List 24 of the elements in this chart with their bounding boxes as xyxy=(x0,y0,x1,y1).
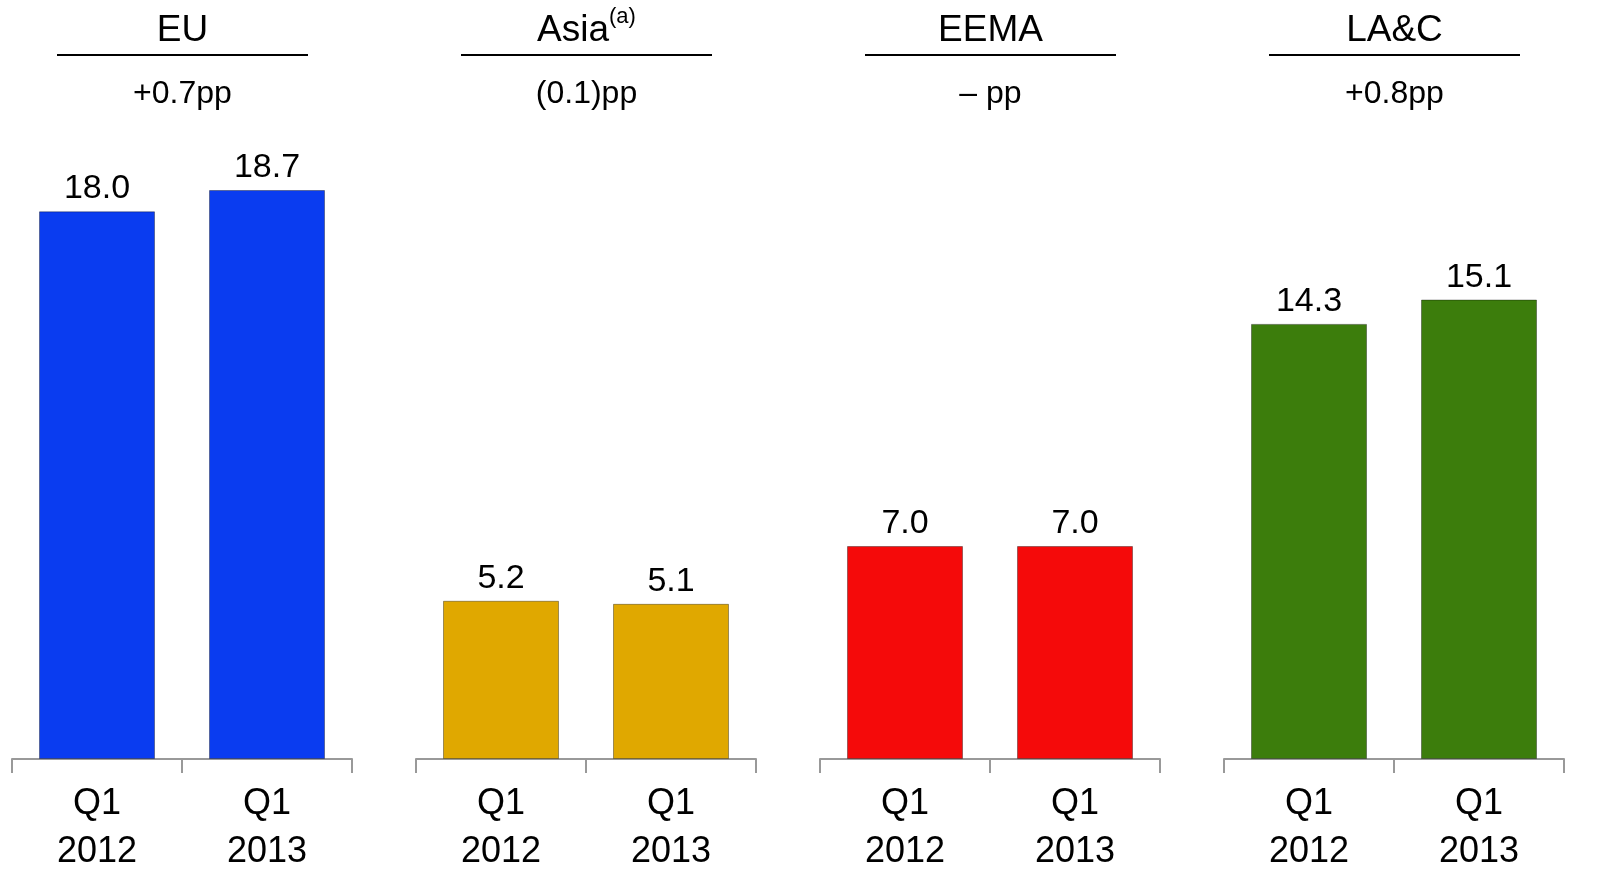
chart-title: Asia$^{(a)}$ xyxy=(461,3,712,56)
x-tick-label: Q1 2013 xyxy=(1034,780,1116,870)
x-tick-label: Q1 2013 xyxy=(226,780,308,870)
data-label: 5.2 xyxy=(477,556,525,595)
data-label: 7.0 xyxy=(881,502,929,541)
data-label: 5.1 xyxy=(647,559,695,598)
chart-subtitle: +0.7pp xyxy=(132,74,233,111)
x-tick-label: Q1 2012 xyxy=(460,780,542,870)
data-label: 18.7 xyxy=(233,146,301,184)
chart-subtitle: – pp xyxy=(958,74,1023,111)
chart-title: LA&C xyxy=(1269,6,1520,56)
chart-title: EU xyxy=(57,6,308,56)
x-tick-label: Q1 2012 xyxy=(1268,780,1350,870)
x-tick-label: Q1 2013 xyxy=(1438,780,1520,870)
data-label: 15.1 xyxy=(1445,255,1513,294)
data-label: 7.0 xyxy=(1051,502,1099,541)
data-label: 18.0 xyxy=(63,167,131,206)
chart-subtitle: +0.8pp xyxy=(1344,74,1445,111)
x-tick-label: Q1 2012 xyxy=(56,780,138,870)
data-label: 14.3 xyxy=(1275,279,1343,318)
chart-title: EEMA xyxy=(865,6,1116,56)
x-tick-label: Q1 2013 xyxy=(630,780,712,870)
chart-subtitle: (0.1)pp xyxy=(534,74,639,111)
x-tick-label: Q1 2012 xyxy=(864,780,946,870)
